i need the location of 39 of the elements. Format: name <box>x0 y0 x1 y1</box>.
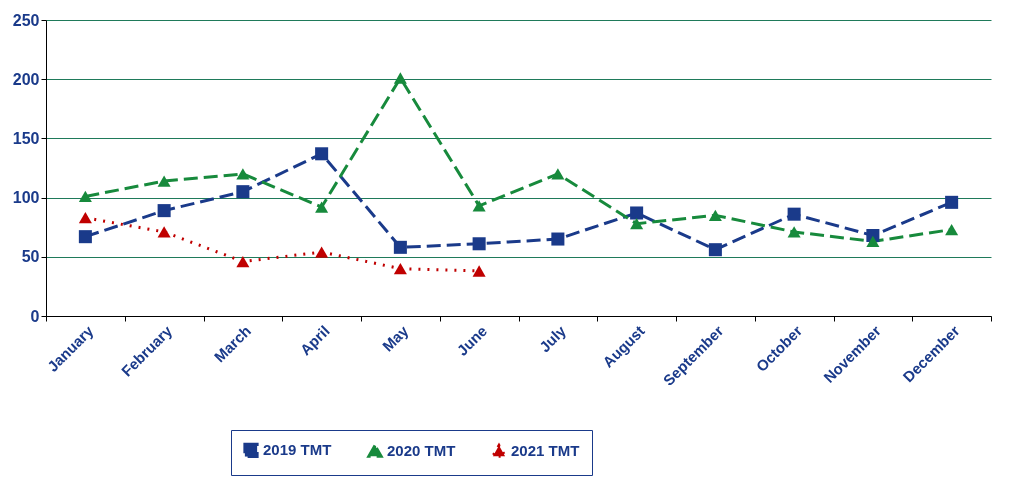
point <box>157 204 171 218</box>
point <box>393 240 407 254</box>
point <box>393 262 407 275</box>
point <box>157 175 171 187</box>
point <box>157 226 171 238</box>
point <box>78 230 92 244</box>
point <box>236 168 250 180</box>
y-tick-label: 0 <box>30 307 40 325</box>
point <box>708 209 722 222</box>
point <box>472 265 486 277</box>
point <box>315 147 329 161</box>
legend-label: 2020 TMT <box>387 441 456 459</box>
legend-label: 2019 TMT <box>263 441 332 459</box>
point <box>866 235 880 248</box>
point <box>945 195 959 209</box>
point <box>472 237 486 251</box>
y-tick-label: 50 <box>21 248 40 266</box>
point <box>315 201 329 213</box>
y-tick-label: 150 <box>12 129 40 147</box>
point <box>78 212 92 224</box>
legend-label: 2021 TMT <box>511 441 580 459</box>
point <box>787 226 801 238</box>
point <box>630 206 644 220</box>
point <box>551 168 565 180</box>
point <box>236 255 250 268</box>
point <box>551 232 565 246</box>
point <box>78 190 92 203</box>
y-tick-label: 100 <box>12 189 40 207</box>
point <box>787 207 801 221</box>
point <box>472 200 486 212</box>
point <box>393 72 407 84</box>
point <box>236 185 250 199</box>
point <box>630 218 644 230</box>
x-tick-label: July <box>535 321 570 356</box>
y-tick-label: 250 <box>12 11 40 29</box>
y-tick-label: 200 <box>12 70 40 88</box>
point <box>708 243 722 257</box>
point <box>315 246 329 258</box>
point <box>945 223 959 236</box>
